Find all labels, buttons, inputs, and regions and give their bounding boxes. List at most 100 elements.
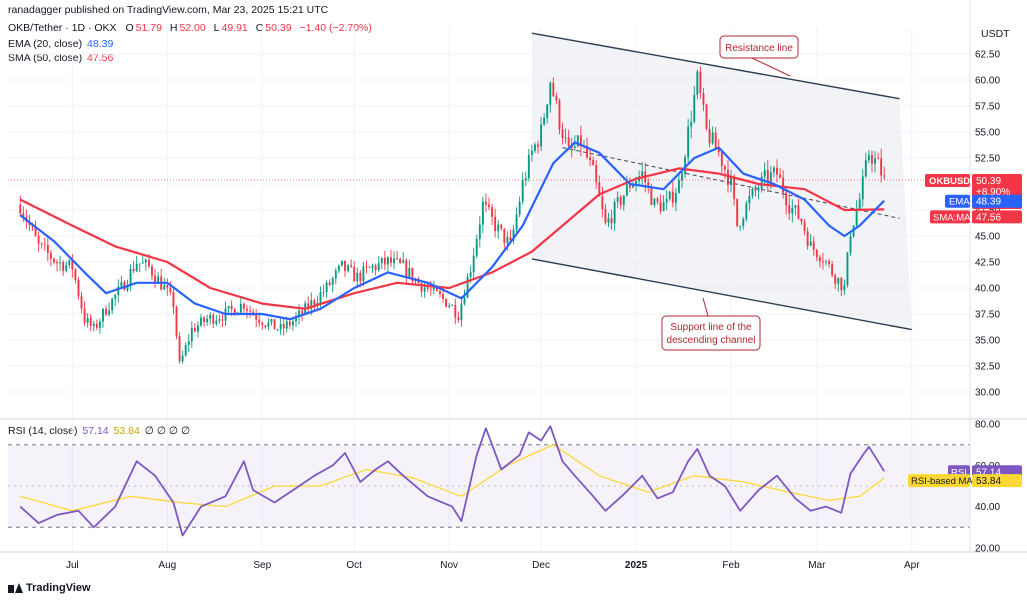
channel-midline <box>562 147 900 219</box>
candle-body <box>871 155 873 164</box>
candle-body <box>711 132 714 144</box>
candle-body <box>393 258 395 264</box>
candle-body <box>368 267 371 268</box>
candle-body <box>442 294 444 299</box>
candle-layer <box>19 66 886 364</box>
candle-body <box>445 298 448 307</box>
candle-body <box>331 278 334 285</box>
candle-body <box>411 267 414 282</box>
candle-body <box>613 201 616 224</box>
candle-body <box>776 167 778 175</box>
time-tick-label: Oct <box>346 560 362 571</box>
currency-label: USDT <box>981 28 1010 40</box>
candle-body <box>650 186 653 205</box>
candle-body <box>390 257 392 264</box>
candle-body <box>279 324 282 330</box>
ohlc-c-value: 50.39 <box>265 22 292 34</box>
candle-body <box>439 290 441 295</box>
candle-body <box>451 305 454 306</box>
candle-body <box>564 137 567 139</box>
sma-tag-text: SMA:MA <box>933 212 971 223</box>
candle-body <box>334 270 337 279</box>
candle-body <box>141 262 144 264</box>
candle-body <box>151 266 153 276</box>
candle-body <box>625 184 628 196</box>
candle-body <box>111 298 114 311</box>
candle-body <box>255 315 258 320</box>
candle-body <box>233 309 236 316</box>
last-price-badge-text: 50.39 <box>976 176 1001 187</box>
sma50-line <box>19 167 885 310</box>
rsi-tag-text: RSI <box>951 467 967 478</box>
candle-body <box>509 237 512 241</box>
sma-legend-value: 47.56 <box>87 52 114 64</box>
candle-body <box>169 287 172 292</box>
candle-body <box>347 265 350 271</box>
candle-body <box>65 264 68 271</box>
ohlc-o-value: 51.79 <box>135 22 162 34</box>
candle-body <box>267 322 270 327</box>
candle-body <box>206 318 209 322</box>
ohlc-h-key: H <box>169 22 178 34</box>
candle-body <box>772 167 775 173</box>
candle-body <box>129 268 132 286</box>
candle-body <box>138 263 141 265</box>
candle-body <box>491 207 494 217</box>
candle-body <box>221 319 224 321</box>
candle-body <box>788 205 791 214</box>
support-line <box>531 258 912 331</box>
candle-body <box>43 244 46 245</box>
candle-body <box>601 196 604 210</box>
candle-body <box>579 135 582 147</box>
candle-body <box>285 321 288 329</box>
candle-body <box>864 160 867 177</box>
candle-body <box>815 249 818 258</box>
candle-body <box>353 266 356 282</box>
candle-body <box>362 266 365 282</box>
candle-body <box>800 218 803 222</box>
candle-body <box>298 310 301 317</box>
rsi-tick-label: 20.00 <box>975 543 1000 554</box>
price-tick-label: 42.50 <box>975 258 1000 269</box>
price-tick-label: 45.00 <box>975 232 1000 243</box>
candle-body <box>751 188 754 196</box>
candle-body <box>203 317 206 322</box>
candle-body <box>120 282 123 287</box>
candle-body <box>380 257 383 264</box>
candle-body <box>662 202 665 212</box>
time-tick-label: Mar <box>808 560 826 571</box>
candle-body <box>628 184 631 188</box>
candle-body <box>71 259 74 270</box>
candle-body <box>684 157 687 174</box>
rsi-legend-value: 57.14 <box>82 425 109 437</box>
candle-body <box>518 201 521 215</box>
ticker-badge-bg <box>925 173 970 187</box>
candle-body <box>723 166 726 170</box>
candle-body <box>736 198 739 227</box>
sma-tag-badge: SMA:MA <box>930 210 971 224</box>
candle-body <box>144 259 147 263</box>
candle-body <box>105 308 107 315</box>
candle-body <box>200 317 202 326</box>
candle-body <box>426 287 429 289</box>
candle-body <box>576 135 579 147</box>
candle-body <box>114 294 117 299</box>
sma-value-badge-text: 47.56 <box>976 212 1001 223</box>
candle-body <box>53 258 55 263</box>
candle-body <box>469 272 472 277</box>
ohlc-c-key: C <box>255 22 264 34</box>
candle-body <box>512 229 515 241</box>
rsi-ma-legend-value: 53.84 <box>113 425 140 437</box>
candle-body <box>754 188 757 191</box>
candle-body <box>831 264 834 276</box>
candle-body <box>307 303 310 309</box>
candle-body <box>62 262 65 271</box>
ema-legend-value: 48.39 <box>87 38 114 50</box>
ema-value-badge-bg <box>972 194 1022 208</box>
candle-body <box>821 261 824 263</box>
candle-body <box>877 158 880 160</box>
candle-body <box>218 319 221 321</box>
time-tick-label: Dec <box>532 560 550 571</box>
candle-body <box>794 205 797 208</box>
ohlc-l-key: L <box>213 22 220 34</box>
